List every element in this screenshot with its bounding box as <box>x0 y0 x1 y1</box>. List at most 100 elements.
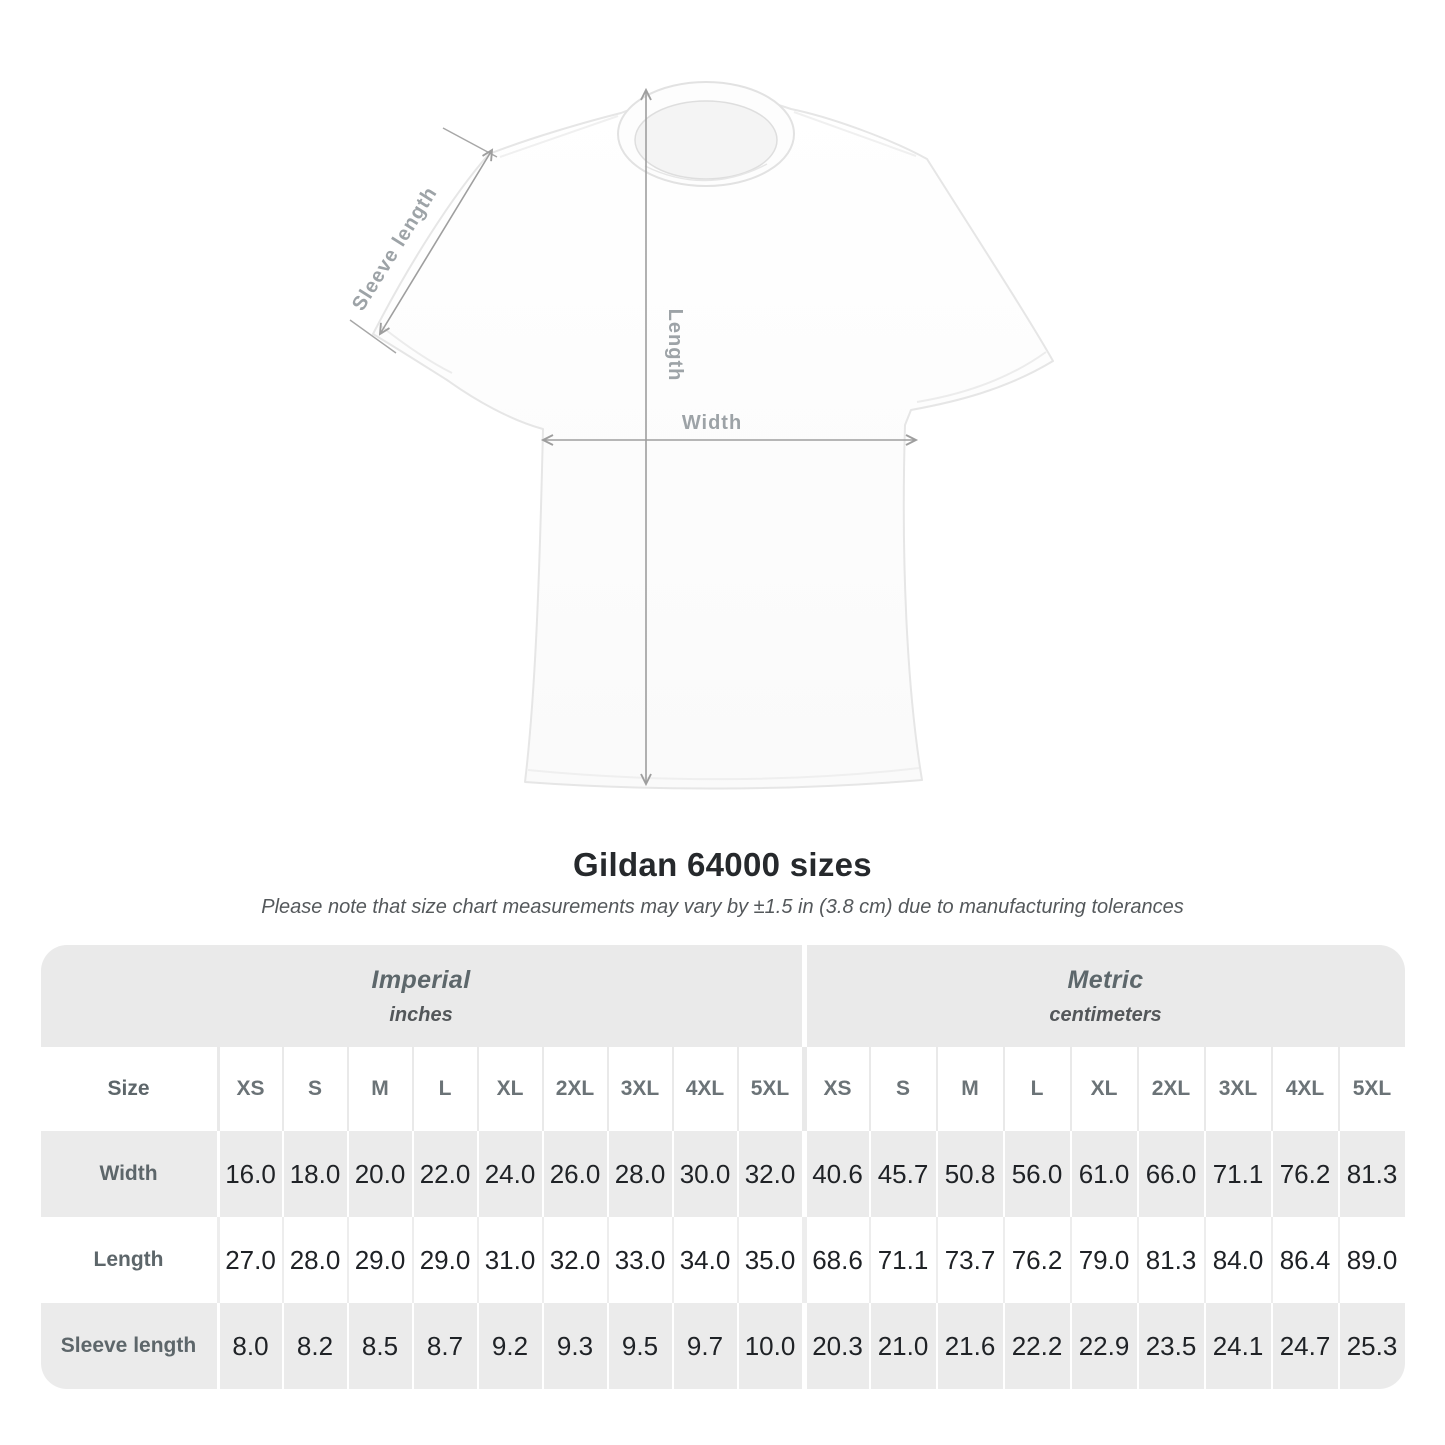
size-header-metric: XL <box>1069 1047 1137 1131</box>
table-cell: 22.0 <box>411 1131 477 1217</box>
table-cell: 23.5 <box>1136 1303 1204 1389</box>
size-guide-figure: Sleeve length Length Width <box>348 81 1054 790</box>
sleeve-length-ext-bottom <box>349 319 397 354</box>
tshirt-body <box>372 94 1054 790</box>
row-label: Sleeve length <box>40 1303 217 1389</box>
table-cell: 71.1 <box>1203 1131 1271 1217</box>
table-cell: 33.0 <box>606 1217 672 1303</box>
table-cell: 8.2 <box>281 1303 347 1389</box>
table-cell: 9.3 <box>541 1303 607 1389</box>
table-cell: 45.7 <box>868 1131 936 1217</box>
table-cell: 31.0 <box>476 1217 542 1303</box>
tshirt-illustration: Sleeve length Length Width <box>348 81 1054 790</box>
size-column-header: Size <box>40 1047 217 1131</box>
table-cell: 56.0 <box>1002 1131 1070 1217</box>
table-cell: 32.0 <box>541 1217 607 1303</box>
table-cell: 26.0 <box>541 1131 607 1217</box>
page-title: Gildan 64000 sizes <box>573 846 872 883</box>
table-cell: 21.0 <box>868 1303 936 1389</box>
table-cell: 79.0 <box>1069 1217 1137 1303</box>
right-cuff-seam <box>916 351 1047 403</box>
table-cell: 16.0 <box>216 1131 282 1217</box>
table-cell: 76.2 <box>1270 1131 1338 1217</box>
table-cell: 81.3 <box>1136 1217 1204 1303</box>
table-cell: 86.4 <box>1270 1217 1338 1303</box>
size-table-card: Imperial inches Metric centimeters Size … <box>40 945 1405 1389</box>
table-cell: 40.6 <box>801 1131 869 1217</box>
collar-back-seam <box>644 163 768 182</box>
size-header-imperial: XS <box>216 1047 282 1131</box>
table-cell: 24.0 <box>476 1131 542 1217</box>
table-cell: 24.7 <box>1270 1303 1338 1389</box>
size-header-imperial: S <box>281 1047 347 1131</box>
size-header-metric: XS <box>801 1047 869 1131</box>
size-table: Imperial inches Metric centimeters Size … <box>40 945 1405 1389</box>
size-header-imperial: 3XL <box>606 1047 672 1131</box>
table-cell: 71.1 <box>868 1217 936 1303</box>
imperial-group-title: Imperial <box>371 965 471 994</box>
size-header-imperial: XL <box>476 1047 542 1131</box>
left-shoulder-seam <box>499 115 619 158</box>
metric-group-unit: centimeters <box>1049 1003 1162 1026</box>
table-cell: 35.0 <box>736 1217 802 1303</box>
size-header-imperial: M <box>346 1047 412 1131</box>
table-cell: 10.0 <box>736 1303 802 1389</box>
size-header-metric: 2XL <box>1136 1047 1204 1131</box>
table-cell: 8.7 <box>411 1303 477 1389</box>
unit-header-row: Imperial inches Metric centimeters <box>40 945 1405 1047</box>
hem-seam <box>527 767 920 781</box>
table-cell: 24.1 <box>1203 1303 1271 1389</box>
collar-opening <box>634 100 778 180</box>
table-cell: 9.5 <box>606 1303 672 1389</box>
size-header-metric: 4XL <box>1270 1047 1338 1131</box>
table-cell: 66.0 <box>1136 1131 1204 1217</box>
metric-group-title: Metric <box>1067 965 1144 994</box>
row-label: Width <box>40 1131 217 1217</box>
table-cell: 8.5 <box>346 1303 412 1389</box>
tolerance-note: Please note that size chart measurements… <box>261 896 1184 918</box>
size-header-metric: 3XL <box>1203 1047 1271 1131</box>
size-header-imperial: 5XL <box>736 1047 802 1131</box>
table-row-width: Width 16.0 18.0 20.0 22.0 24.0 26.0 28.0… <box>40 1131 1405 1217</box>
imperial-group-header: Imperial inches <box>40 945 802 1047</box>
table-cell: 22.9 <box>1069 1303 1137 1389</box>
table-row-sleeve-length: Sleeve length 8.0 8.2 8.5 8.7 9.2 9.3 9.… <box>40 1303 1405 1389</box>
size-header-imperial: L <box>411 1047 477 1131</box>
size-header-metric: M <box>935 1047 1003 1131</box>
sleeve-length-ext-top <box>442 127 498 158</box>
table-cell: 22.2 <box>1002 1303 1070 1389</box>
width-label: Width <box>682 412 742 434</box>
size-header-imperial: 4XL <box>671 1047 737 1131</box>
table-cell: 30.0 <box>671 1131 737 1217</box>
table-cell: 28.0 <box>606 1131 672 1217</box>
table-cell: 34.0 <box>671 1217 737 1303</box>
table-cell: 9.7 <box>671 1303 737 1389</box>
table-cell: 68.6 <box>801 1217 869 1303</box>
table-cell: 9.2 <box>476 1303 542 1389</box>
table-cell: 29.0 <box>411 1217 477 1303</box>
table-cell: 18.0 <box>281 1131 347 1217</box>
table-cell: 89.0 <box>1337 1217 1405 1303</box>
table-cell: 25.3 <box>1337 1303 1405 1389</box>
table-cell: 76.2 <box>1002 1217 1070 1303</box>
table-cell: 29.0 <box>346 1217 412 1303</box>
right-shoulder-seam <box>793 111 917 157</box>
table-cell: 84.0 <box>1203 1217 1271 1303</box>
table-row-length: Length 27.0 28.0 29.0 29.0 31.0 32.0 33.… <box>40 1217 1405 1303</box>
length-label: Length <box>664 309 686 382</box>
size-header-imperial: 2XL <box>541 1047 607 1131</box>
table-cell: 73.7 <box>935 1217 1003 1303</box>
table-cell: 21.6 <box>935 1303 1003 1389</box>
table-cell: 27.0 <box>216 1217 282 1303</box>
size-header-row: Size XS S M L XL 2XL 3XL 4XL 5XL XS S M … <box>40 1047 1405 1131</box>
imperial-group-unit: inches <box>389 1003 453 1026</box>
table-cell: 8.0 <box>216 1303 282 1389</box>
table-cell: 28.0 <box>281 1217 347 1303</box>
table-cell: 50.8 <box>935 1131 1003 1217</box>
table-cell: 20.0 <box>346 1131 412 1217</box>
size-header-metric: S <box>868 1047 936 1131</box>
row-label: Length <box>40 1217 217 1303</box>
metric-group-header: Metric centimeters <box>801 945 1405 1047</box>
table-cell: 61.0 <box>1069 1131 1137 1217</box>
table-cell: 32.0 <box>736 1131 802 1217</box>
